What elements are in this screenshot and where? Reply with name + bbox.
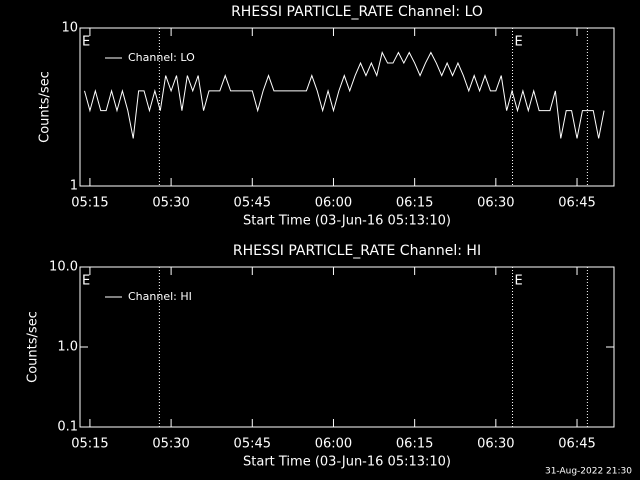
- x-tick-label: 05:15: [71, 196, 108, 211]
- x-tick-label: 06:15: [396, 196, 433, 211]
- y-axis-label: Counts/sec: [26, 311, 41, 383]
- x-tick-label: 06:00: [315, 437, 352, 452]
- x-axis-label: Start Time (03-Jun-16 05:13:10): [243, 455, 451, 470]
- legend-label: Channel: LO: [128, 51, 195, 64]
- chart-title: RHESSI PARTICLE_RATE Channel: LO: [231, 4, 483, 20]
- annotation: E: [82, 35, 90, 50]
- x-tick-label: 06:30: [477, 437, 514, 452]
- x-tick-label: 06:45: [558, 196, 595, 211]
- y-tick-label: 10: [61, 21, 78, 36]
- x-axis-label: Start Time (03-Jun-16 05:13:10): [243, 214, 451, 229]
- legend-label: Channel: HI: [128, 290, 192, 303]
- x-tick-label: 05:30: [152, 437, 189, 452]
- y-axis-label: Counts/sec: [38, 71, 53, 143]
- annotation: E: [515, 35, 523, 50]
- x-tick-label: 06:45: [558, 437, 595, 452]
- y-tick-label: 0.1: [57, 420, 78, 435]
- chart-title: RHESSI PARTICLE_RATE Channel: HI: [233, 243, 481, 259]
- x-tick-label: 06:00: [315, 196, 352, 211]
- x-tick-label: 05:15: [71, 437, 108, 452]
- annotation: E: [515, 274, 523, 289]
- x-tick-label: 06:15: [396, 437, 433, 452]
- y-tick-label: 1: [70, 179, 78, 194]
- x-tick-label: 06:30: [477, 196, 514, 211]
- x-tick-label: 05:45: [234, 437, 271, 452]
- plot-frame: [79, 27, 615, 187]
- x-tick-label: 05:45: [234, 196, 271, 211]
- y-tick-label: 10.0: [49, 260, 78, 275]
- footer: 31-Aug-2022 21:30: [545, 467, 632, 477]
- data-line: [84, 51, 605, 139]
- y-tick-label: 1.0: [57, 340, 78, 355]
- x-tick-label: 05:30: [152, 196, 189, 211]
- annotation: E: [82, 274, 90, 289]
